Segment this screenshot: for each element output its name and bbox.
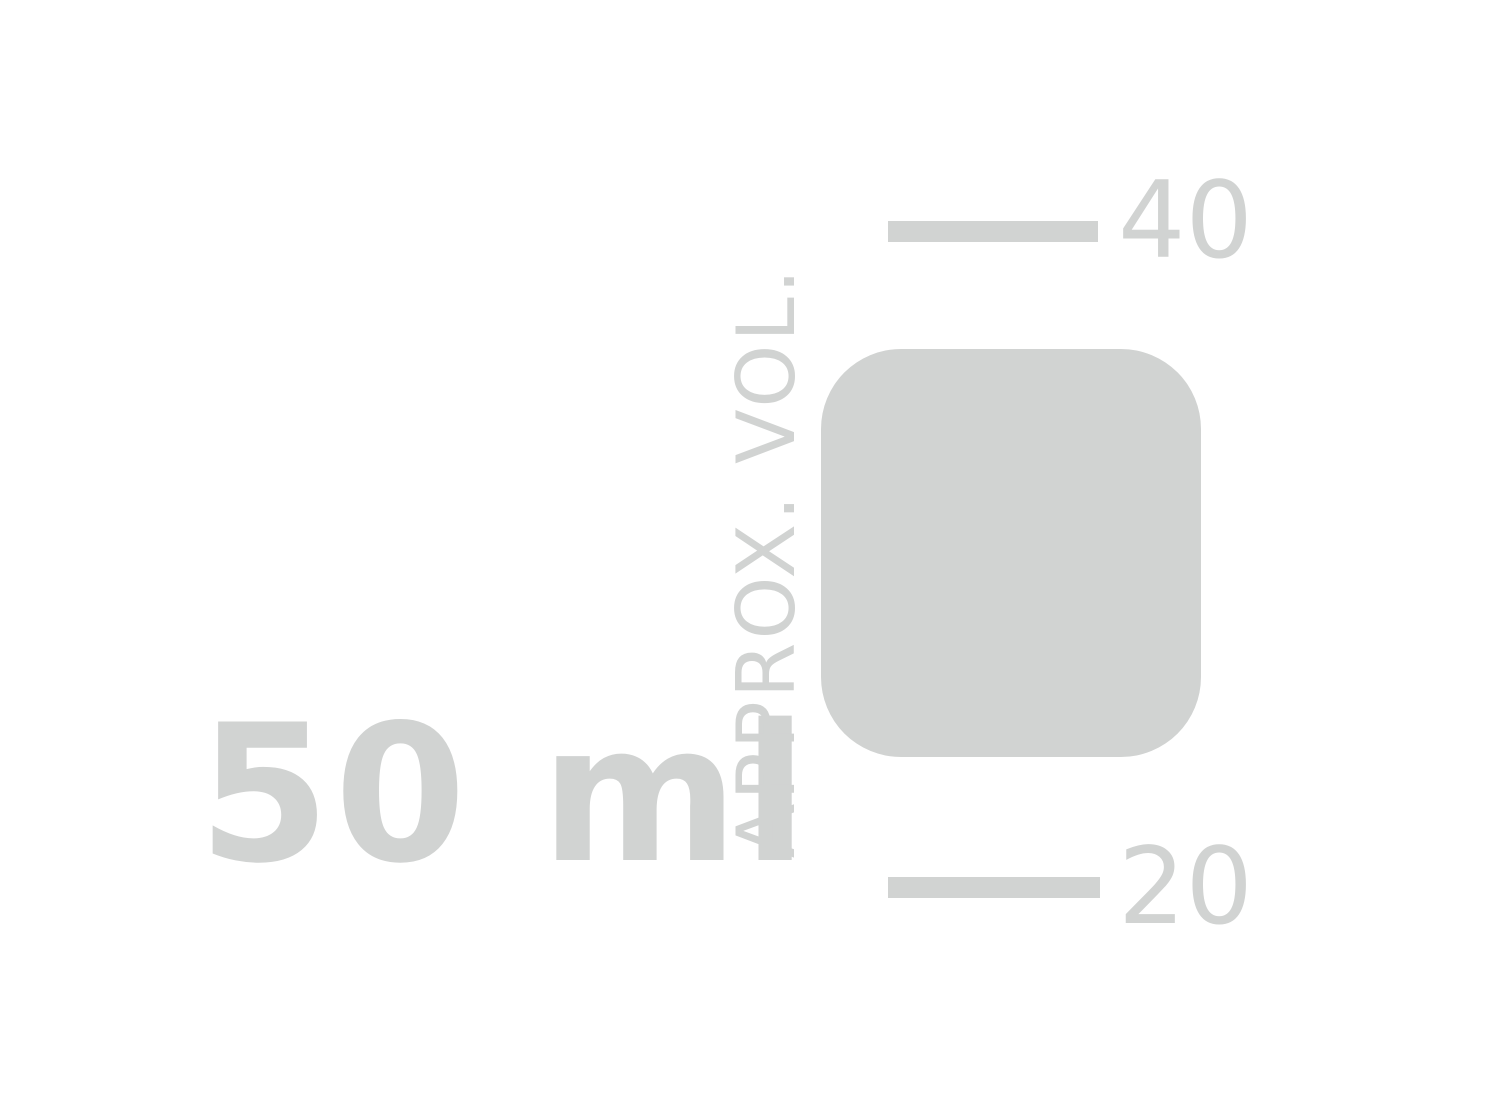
level-window [821, 349, 1201, 757]
scale-tick-upper [888, 221, 1098, 242]
scale-value-upper: 40 [1118, 159, 1253, 282]
capacity-label: 50 ml [198, 684, 812, 905]
scale-value-lower: 20 [1118, 825, 1253, 948]
scale-tick-lower [888, 877, 1100, 898]
approx-volume-label: APPROX. VOL. [720, 265, 813, 859]
